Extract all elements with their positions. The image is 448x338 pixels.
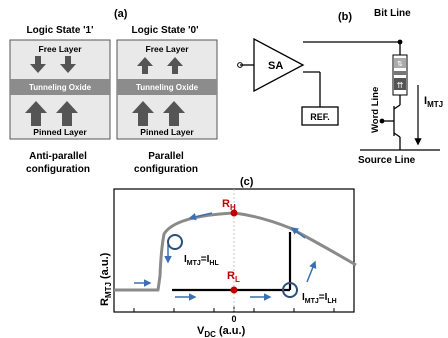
panel-a: (a) Logic State '1' Logic State '0' Free… — [9, 8, 218, 175]
tunneling-oxide-label: Tunneling Oxide — [136, 83, 199, 92]
state1-title: Logic State '1' — [27, 25, 94, 36]
rh-point — [230, 209, 238, 217]
up-arrow-icon — [137, 57, 153, 74]
tunneling-oxide-label: Tunneling Oxide — [29, 83, 92, 92]
rl-point — [230, 286, 238, 294]
y-axis-label: RMTJ (a.u.) — [99, 252, 113, 306]
down-arrow-icon — [30, 56, 46, 73]
free-layer-label: Free Layer — [146, 44, 190, 54]
antiparallel-caption-line2: configuration — [26, 164, 90, 175]
pinned-layer-label: Pinned Layer — [33, 127, 87, 137]
mtj-stack-antiparallel: Free Layer Tunneling Oxide Pinned Layer — [9, 39, 111, 140]
mtj-cell: ⇅ ⇈ — [392, 54, 408, 96]
rl-label: RL — [227, 270, 240, 284]
panel-a-label: (a) — [114, 8, 128, 20]
panel-b-label: (b) — [338, 11, 352, 23]
word-line-node — [379, 118, 385, 124]
rh-label: RH — [222, 198, 236, 212]
ihl-label: IMTJ=IHL — [184, 254, 219, 267]
panel-c-label: (c) — [240, 176, 254, 188]
sense-amplifier: SA — [253, 37, 305, 93]
up-arrow-icon — [132, 101, 154, 126]
bit-line-node — [397, 39, 403, 45]
state0-title: Logic State '0' — [132, 25, 199, 36]
switching-point-hl — [167, 234, 183, 250]
parallel-caption-line2: configuration — [134, 164, 198, 175]
sa-output-node — [237, 62, 243, 68]
pinned-layer-label: Pinned Layer — [140, 127, 194, 137]
x-axis-label: VDC (a.u.) — [197, 325, 246, 338]
ilh-label: IMTJ=ILH — [302, 292, 337, 305]
down-arrow-icon — [60, 56, 76, 73]
panel-b: (b) SA REF. — [237, 8, 443, 166]
up-arrow-icon — [167, 57, 183, 74]
sa-label: SA — [268, 60, 283, 72]
up-arrow-icon — [56, 101, 78, 126]
up-arrow-icon — [25, 101, 47, 126]
mtj-stack-parallel: Free Layer Tunneling Oxide Pinned Layer — [116, 39, 218, 140]
bit-line-label: Bit Line — [374, 8, 411, 19]
reference-block: REF. — [301, 106, 339, 126]
svg-text:⇅: ⇅ — [397, 60, 403, 68]
x-zero-tick-label: 0 — [231, 314, 236, 324]
x-ticks — [133, 306, 335, 312]
svg-text:⇈: ⇈ — [397, 81, 404, 90]
current-label: IMTJ — [424, 95, 443, 109]
up-arrow-icon — [163, 101, 185, 126]
antiparallel-caption-line1: Anti-parallel — [29, 151, 87, 162]
free-layer-label: Free Layer — [39, 44, 83, 54]
direction-arrows — [134, 212, 317, 301]
ref-label: REF. — [310, 112, 330, 122]
word-line-label: Word Line — [370, 87, 381, 133]
parallel-caption-line1: Parallel — [148, 151, 184, 162]
switching-point-lh — [282, 282, 298, 298]
source-line-label: Source Line — [358, 155, 416, 166]
panel-c: (c) — [99, 176, 357, 338]
